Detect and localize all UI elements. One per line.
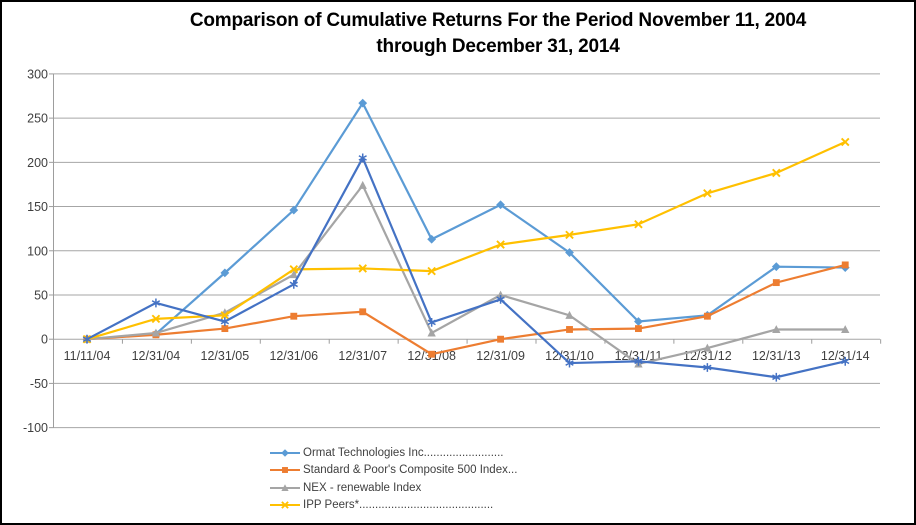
series-1-point-5-square-marker (428, 350, 436, 358)
series-2-point-6-triangle-marker (496, 290, 505, 299)
series-2-line (86, 183, 846, 366)
legend-triangle-triangle-marker (281, 483, 289, 491)
series-4-point-3-asterisk-marker (289, 279, 298, 289)
legend-swatch-square (270, 467, 300, 474)
legend-diamond-diamond-marker (281, 448, 289, 457)
y-tick-label: -50 (30, 377, 48, 391)
series-4-point-4-asterisk-marker (358, 153, 367, 163)
series-0-point-5-diamond-marker (427, 234, 437, 244)
legend-label: NEX - renewable Index (303, 481, 422, 494)
legend-item: Ormat Technologies Inc..................… (270, 444, 517, 462)
legend-swatch-diamond (270, 448, 300, 457)
series-4-point-2-asterisk-marker (220, 317, 230, 326)
series-2-point-10-triangle-marker (772, 325, 781, 333)
series-3-line (86, 140, 846, 341)
series-0-point-2-diamond-marker (220, 268, 230, 278)
series-3-point-7-x-marker (565, 230, 574, 240)
legend-label: Ormat Technologies Inc..................… (303, 446, 504, 459)
series-3-point-5-x-marker (427, 266, 436, 276)
series-4-point-6-asterisk-marker (496, 295, 505, 304)
series-2-point-9-triangle-marker (703, 343, 712, 352)
series-3-point-1-x-marker (151, 314, 161, 324)
series-1-point-8-square-marker (635, 325, 642, 333)
series-1-point-2-square-marker (221, 325, 229, 333)
x-tick-label: 12/31/14 (821, 349, 870, 363)
series-4-line (86, 155, 846, 379)
series-2-point-3-triangle-marker (289, 270, 298, 279)
series-0-point-3-diamond-marker (289, 205, 299, 215)
series-0-point-7-diamond-marker (565, 248, 574, 257)
series-0-point-4-diamond-marker (358, 98, 368, 108)
series-1-point-3-square-marker (290, 312, 298, 320)
series-2-point-4-triangle-marker (358, 180, 367, 189)
series-1-point-6-square-marker (497, 335, 505, 343)
series-2-point-1-triangle-marker (151, 328, 161, 337)
y-tick-label: 150 (27, 200, 48, 214)
series-0-point-10-diamond-marker (771, 262, 781, 272)
series-4-point-0-asterisk-marker (82, 334, 92, 344)
series-1-point-10-square-marker (772, 279, 780, 287)
series-4-point-10-asterisk-marker (772, 372, 781, 382)
series-4-point-1-asterisk-marker (151, 298, 161, 308)
legend-swatch-x (270, 501, 300, 510)
x-tick-label: 12/31/07 (338, 349, 387, 363)
series-3-point-6-x-marker (496, 240, 505, 249)
series-4-point-5-asterisk-marker (427, 317, 436, 327)
series-1-point-11-square-marker (841, 261, 849, 269)
x-tick-label: 12/31/09 (476, 349, 525, 363)
series-4-point-8-asterisk-marker (634, 356, 643, 366)
chart-legend: Ormat Technologies Inc..................… (270, 444, 517, 514)
x-tick-label: 12/31/12 (683, 349, 732, 363)
legend-item: NEX - renewable Index (270, 479, 517, 497)
series-4-point-11-asterisk-marker (841, 356, 850, 366)
legend-swatch-triangle (270, 483, 300, 491)
series-0-line (86, 100, 846, 341)
chart-title: Comparison of Cumulative Returns For the… (90, 8, 906, 60)
series-1-point-4-square-marker (359, 308, 367, 316)
y-tick-label: 0 (41, 333, 48, 347)
series-3-point-8-x-marker (634, 219, 643, 229)
series-2-point-11-triangle-marker (841, 325, 850, 333)
series-3-point-11-x-marker (840, 137, 850, 147)
y-tick-label: 250 (27, 112, 48, 126)
legend-square-square-marker (282, 467, 288, 474)
series-4-point-9-asterisk-marker (703, 363, 712, 372)
x-tick-label: 12/31/04 (132, 349, 181, 363)
x-tick-label: 12/31/11 (615, 349, 663, 363)
y-tick-label: 300 (27, 67, 48, 81)
legend-item: IPP Peers*..............................… (270, 497, 517, 515)
series-2-point-7-triangle-marker (565, 310, 574, 319)
series-0-point-8-diamond-marker (634, 317, 643, 326)
series-3-point-4-x-marker (358, 264, 367, 273)
legend-item: Standard & Poor's Composite 500 Index... (270, 462, 517, 480)
series-4-point-7-asterisk-marker (565, 358, 574, 368)
legend-label: IPP Peers*..............................… (303, 499, 494, 512)
series-3-point-9-x-marker (703, 189, 712, 198)
y-tick-label: 100 (27, 244, 48, 258)
series-1-point-9-square-marker (703, 312, 711, 320)
y-tick-label: 200 (27, 156, 48, 170)
x-tick-label: 12/31/05 (201, 349, 250, 363)
legend-label: Standard & Poor's Composite 500 Index... (303, 464, 518, 477)
series-2-point-5-triangle-marker (427, 328, 436, 337)
x-tick-label: 12/31/06 (269, 349, 318, 363)
series-3-point-10-x-marker (772, 168, 781, 178)
chart-title-line-2: through December 31, 2014 (376, 36, 620, 57)
y-tick-label: 50 (34, 288, 48, 302)
series-3-point-2-x-marker (220, 311, 230, 320)
x-tick-label: 11/11/04 (64, 349, 111, 363)
series-1-point-7-square-marker (566, 326, 573, 333)
legend-x-x-marker (281, 501, 289, 510)
chart-title-line-1: Comparison of Cumulative Returns For the… (189, 10, 807, 31)
x-tick-label: 12/31/13 (752, 349, 801, 363)
series-1-line (86, 263, 846, 356)
y-tick-label: -100 (23, 421, 48, 435)
series-0-point-6-diamond-marker (496, 200, 505, 210)
series-3-point-3-x-marker (289, 265, 299, 274)
